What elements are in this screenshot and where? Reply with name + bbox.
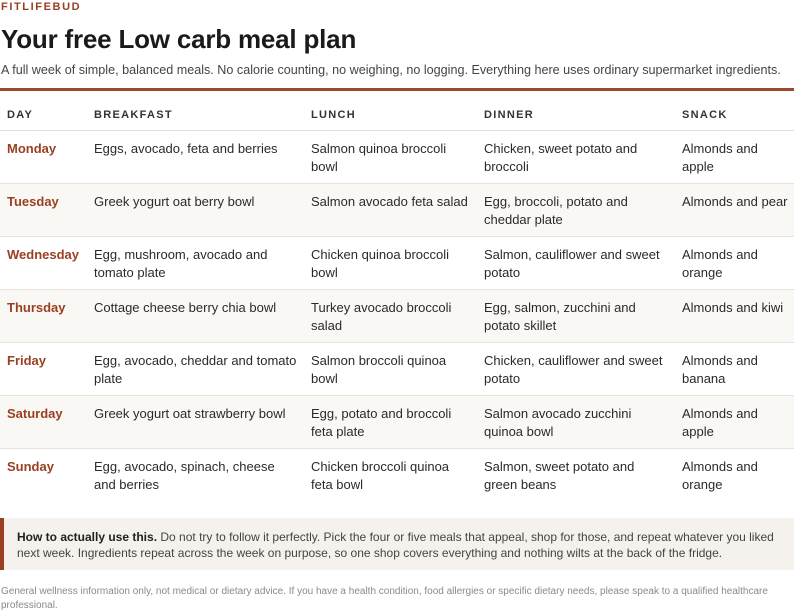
table-row: Wednesday Egg, mushroom, avocado and tom…: [0, 236, 794, 290]
dinner-cell: Chicken, cauliflower and sweet potato: [477, 342, 675, 396]
column-header-breakfast: BREAKFAST: [87, 101, 304, 131]
dinner-cell: Chicken, sweet potato and broccoli: [477, 130, 675, 184]
usage-tip-body: Do not try to follow it perfectly. Pick …: [17, 530, 774, 560]
snack-cell: Almonds and apple: [675, 395, 794, 449]
lunch-cell: Salmon avocado feta salad: [304, 183, 477, 237]
breakfast-cell: Eggs, avocado, feta and berries: [87, 130, 304, 184]
table-row: Friday Egg, avocado, cheddar and tomato …: [0, 342, 794, 396]
dinner-cell: Egg, salmon, zucchini and potato skillet: [477, 289, 675, 343]
usage-tip-heading: How to actually use this.: [17, 530, 158, 544]
meal-plan-table: DAY BREAKFAST LUNCH DINNER SNACK Monday …: [0, 101, 794, 501]
table-header-row: DAY BREAKFAST LUNCH DINNER SNACK: [0, 101, 794, 131]
day-cell: Thursday: [0, 289, 87, 343]
breakfast-cell: Greek yogurt oat berry bowl: [87, 183, 304, 237]
dinner-cell: Salmon, cauliflower and sweet potato: [477, 236, 675, 290]
snack-cell: Almonds and banana: [675, 342, 794, 396]
table-row: Sunday Egg, avocado, spinach, cheese and…: [0, 448, 794, 501]
snack-cell: Almonds and pear: [675, 183, 794, 237]
breakfast-cell: Egg, avocado, spinach, cheese and berrie…: [94, 458, 275, 492]
day-cell: Sunday: [7, 458, 54, 474]
page-title: Your free Low carb meal plan: [1, 24, 357, 54]
day-cell: Monday: [0, 130, 87, 184]
usage-tip-callout: How to actually use this. Do not try to …: [0, 518, 794, 570]
breakfast-cell: Greek yogurt oat strawberry bowl: [87, 395, 304, 449]
dinner-cell: Salmon avocado zucchini quinoa bowl: [477, 395, 675, 449]
table-row: Thursday Cottage cheese berry chia bowl …: [0, 289, 794, 343]
day-cell: Saturday: [0, 395, 87, 449]
disclaimer-text: General wellness information only, not m…: [1, 586, 768, 611]
day-cell: Wednesday: [0, 236, 87, 290]
lunch-cell: Turkey avocado broccoli salad: [304, 289, 477, 343]
table-row: Saturday Greek yogurt oat strawberry bow…: [0, 395, 794, 449]
column-header-lunch: LUNCH: [304, 101, 477, 131]
lunch-cell: Egg, potato and broccoli feta plate: [304, 395, 477, 449]
dinner-cell: Egg, broccoli, potato and cheddar plate: [477, 183, 675, 237]
lunch-cell: Salmon broccoli quinoa bowl: [304, 342, 477, 396]
snack-cell: Almonds and orange: [682, 458, 758, 492]
lunch-cell: Salmon quinoa broccoli bowl: [304, 130, 477, 184]
header-divider: [0, 88, 794, 91]
snack-cell: Almonds and apple: [675, 130, 794, 184]
table-row: Tuesday Greek yogurt oat berry bowl Salm…: [0, 183, 794, 237]
breakfast-cell: Egg, avocado, cheddar and tomato plate: [87, 342, 304, 396]
day-cell: Tuesday: [0, 183, 87, 237]
breakfast-cell: Cottage cheese berry chia bowl: [87, 289, 304, 343]
day-cell: Friday: [0, 342, 87, 396]
snack-cell: Almonds and orange: [675, 236, 794, 290]
breakfast-cell: Egg, mushroom, avocado and tomato plate: [87, 236, 304, 290]
column-header-dinner: DINNER: [477, 101, 675, 131]
dinner-cell: Salmon, sweet potato and green beans: [484, 458, 635, 492]
brand-name: FITLIFEBUD: [1, 1, 82, 13]
table-row: Monday Eggs, avocado, feta and berries S…: [0, 130, 794, 184]
column-header-day: DAY: [0, 101, 87, 131]
snack-cell: Almonds and kiwi: [675, 289, 794, 343]
lunch-cell: Chicken broccoli quinoa feta bowl: [311, 458, 450, 492]
column-header-snack: SNACK: [675, 101, 794, 131]
lunch-cell: Chicken quinoa broccoli bowl: [304, 236, 477, 290]
page-subtitle: A full week of simple, balanced meals. N…: [1, 63, 781, 77]
